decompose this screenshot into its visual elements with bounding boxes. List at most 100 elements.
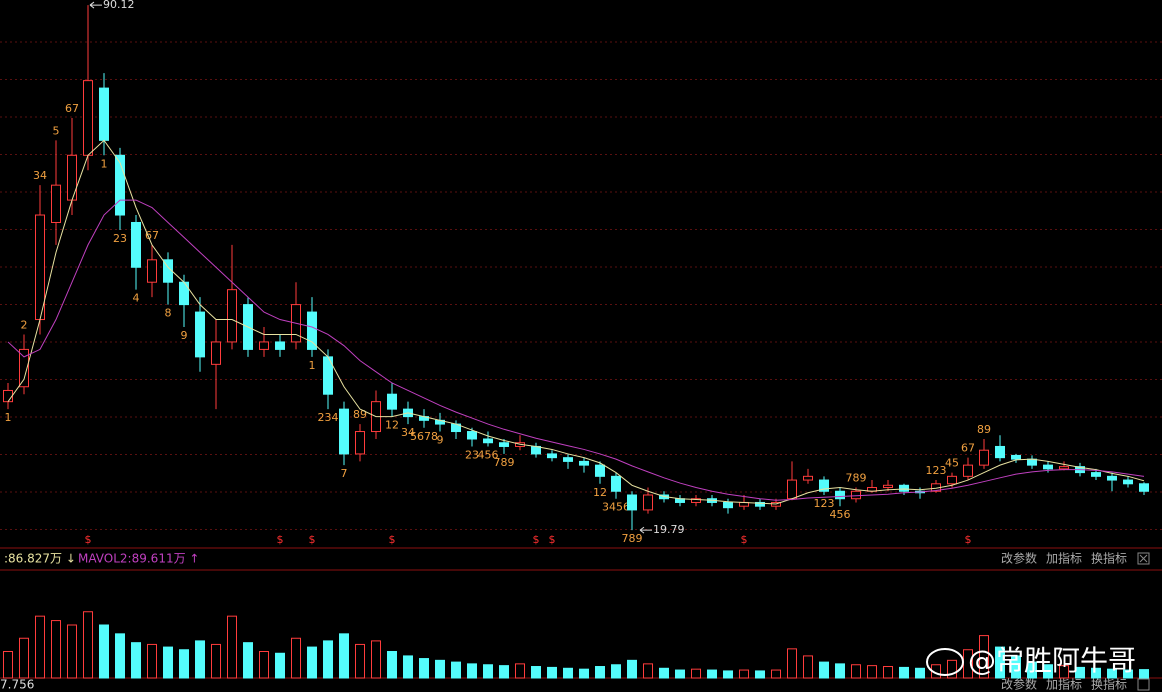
td-label: 1 [309,359,316,372]
close-button[interactable] [1137,552,1150,565]
volume-bar [579,668,589,679]
watermark: @常胜阿牛哥 [968,644,1136,677]
candle-body [51,184,61,223]
volume-bar [435,659,445,679]
volume-bar [851,664,861,679]
volume-bar [707,669,717,679]
candle-body [611,475,621,492]
signal-mark: $ [965,533,972,546]
signal-mark: $ [309,533,316,546]
button[interactable]: 换指标 [1091,551,1127,566]
candle-body [691,498,701,503]
close-icon [1139,554,1148,563]
candle-body [851,490,861,500]
candle-body [275,341,285,350]
volume-bar [227,615,237,679]
td-label: 23 [113,232,127,245]
td-label: 89 [81,0,95,2]
volume-bar [723,670,733,679]
signal-mark: $ [389,533,396,546]
volume-bar [307,646,317,679]
td-label: 2 [21,318,28,331]
volume-bar [499,665,509,679]
volume-bar [19,637,29,679]
candle-body [803,475,813,481]
td-label: 7 [341,467,348,480]
candle-body [179,281,189,306]
td-label: 67 [145,229,159,242]
candle-body [579,460,589,466]
td-label: 456 [830,508,851,521]
volume-bar [563,667,573,679]
candle-body [19,348,29,388]
candle-body [563,457,573,462]
candle-body [499,442,509,447]
candle-body [899,484,909,492]
volume-bar [163,646,173,679]
volume-bar [995,646,1005,679]
volume-bar [867,665,877,679]
candle-body [531,445,541,455]
td-label: 789 [622,532,643,545]
volume-bar [1027,661,1037,679]
volume-bar [1043,664,1053,679]
candle-body [947,475,957,485]
volume-bar [147,643,157,679]
button[interactable]: 加指标 [1046,677,1082,692]
volume-bar [1139,669,1149,679]
candle-body [979,449,989,466]
volume-bar [339,633,349,679]
volume-bar [99,624,109,679]
volume-bar [1107,668,1117,679]
volume-bar [1091,667,1101,679]
volume-bar [771,669,781,679]
td-label: 123 [926,464,947,477]
volume-bar [595,666,605,679]
td-label: 12 [593,486,607,499]
arrow [639,526,652,534]
td-label: 12 [385,419,399,432]
volume-bar [51,620,61,679]
candle-body [355,431,365,455]
button[interactable]: 换指标 [1091,677,1127,692]
close-button[interactable] [1137,678,1150,691]
volume-bar [387,651,397,679]
volume-bar [755,670,765,679]
td-label: 789 [846,472,867,485]
button[interactable]: 改参数 [1001,551,1037,566]
candle-body [1123,479,1133,485]
td-label: 234 [318,411,339,424]
td-label: 5678 [410,430,438,443]
volume-bar [1011,655,1021,679]
td-label: 456 [478,448,499,461]
volume-bar [3,651,13,679]
ma-line [7,199,1145,501]
volume-bar [627,659,637,679]
candle-body [963,464,973,477]
volume-bar [451,661,461,679]
volume-bar [243,642,253,679]
candle-body [627,494,637,511]
candle-body [115,154,125,216]
button[interactable]: 改参数 [1001,677,1037,692]
td-label: 89 [977,423,991,436]
vol-ma1-label: :86.827万 ↓ [4,552,76,566]
volume-bar [211,643,221,679]
ma-line [7,139,1145,505]
td-label: 1 [5,411,12,424]
volume-bar [611,664,621,679]
volume-bar [179,649,189,679]
candle-body [1011,454,1021,460]
candle-body [1091,472,1101,477]
td-label: 3456 [602,501,630,514]
button[interactable]: 加指标 [1046,551,1082,566]
candle-body [99,87,109,141]
candle-body [195,311,205,358]
volume-bar [515,663,525,679]
candle-body [147,259,157,283]
candle-body [787,479,797,500]
td-label: 789 [494,456,515,469]
volume-bar [1075,666,1085,679]
